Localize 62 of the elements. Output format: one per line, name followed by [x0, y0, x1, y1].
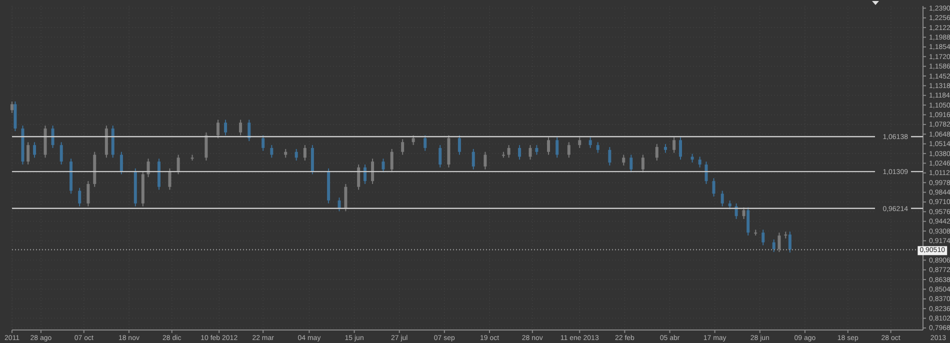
- candlestick: [742, 206, 746, 220]
- candlestick: [672, 136, 676, 154]
- candlestick: [608, 146, 612, 166]
- candlestick: [120, 151, 123, 175]
- candlestick: [60, 142, 63, 165]
- candlestick: [678, 136, 682, 160]
- candlestick: [712, 178, 716, 198]
- candlestick: [547, 136, 550, 156]
- candlestick: [239, 119, 242, 136]
- candlestick: [698, 156, 702, 168]
- candlestick: [86, 180, 90, 207]
- candlestick: [338, 197, 341, 212]
- candlestick: [596, 142, 600, 154]
- candlestick: [472, 148, 475, 170]
- candlestick: [588, 136, 592, 148]
- candlestick: [204, 132, 208, 162]
- candlestick: [390, 148, 394, 173]
- candlestick: [518, 144, 522, 160]
- candlestick: [248, 119, 251, 142]
- candlestick: [303, 144, 306, 162]
- candlestick: [357, 164, 360, 190]
- candlestick: [364, 164, 367, 184]
- candlestick: [484, 151, 487, 170]
- candlestick: [528, 144, 532, 160]
- candlestick: [772, 238, 776, 253]
- candlestick: [535, 144, 538, 156]
- candlestick: [704, 161, 708, 184]
- candlestick: [382, 158, 385, 173]
- candlestick: [424, 134, 427, 152]
- candlestick: [412, 134, 415, 146]
- candlestick: [10, 100, 14, 114]
- candlestick: [788, 231, 792, 254]
- candlestick: [778, 232, 781, 253]
- candlestick: [746, 206, 750, 236]
- candlestick: [622, 154, 626, 166]
- candlestick: [78, 187, 82, 207]
- candlestick: [655, 144, 658, 162]
- candlestick: [556, 136, 559, 158]
- candlestick: [438, 144, 442, 168]
- candlestick: [294, 148, 298, 162]
- candlestick: [51, 125, 54, 148]
- candlestick: [33, 142, 36, 158]
- candlestick: [310, 144, 314, 175]
- candlestick: [578, 136, 582, 148]
- candlestick: [567, 142, 570, 158]
- candlestick: [507, 144, 510, 158]
- candlestick: [270, 144, 274, 158]
- candlestick: [641, 154, 644, 173]
- candlestick: [344, 183, 348, 212]
- candlestick: [176, 154, 180, 175]
- candlestick: [216, 119, 220, 139]
- candlestick: [26, 142, 30, 165]
- candlestick: [630, 154, 633, 173]
- candlestick: [168, 168, 172, 190]
- candlestick: [720, 190, 724, 207]
- candlestick: [224, 119, 228, 136]
- candlestick: [458, 134, 461, 156]
- candlestick: [262, 134, 265, 152]
- candlestick: [762, 229, 765, 246]
- candlestick: [146, 158, 150, 178]
- candlestick: [401, 138, 404, 156]
- candlestick: [371, 158, 374, 184]
